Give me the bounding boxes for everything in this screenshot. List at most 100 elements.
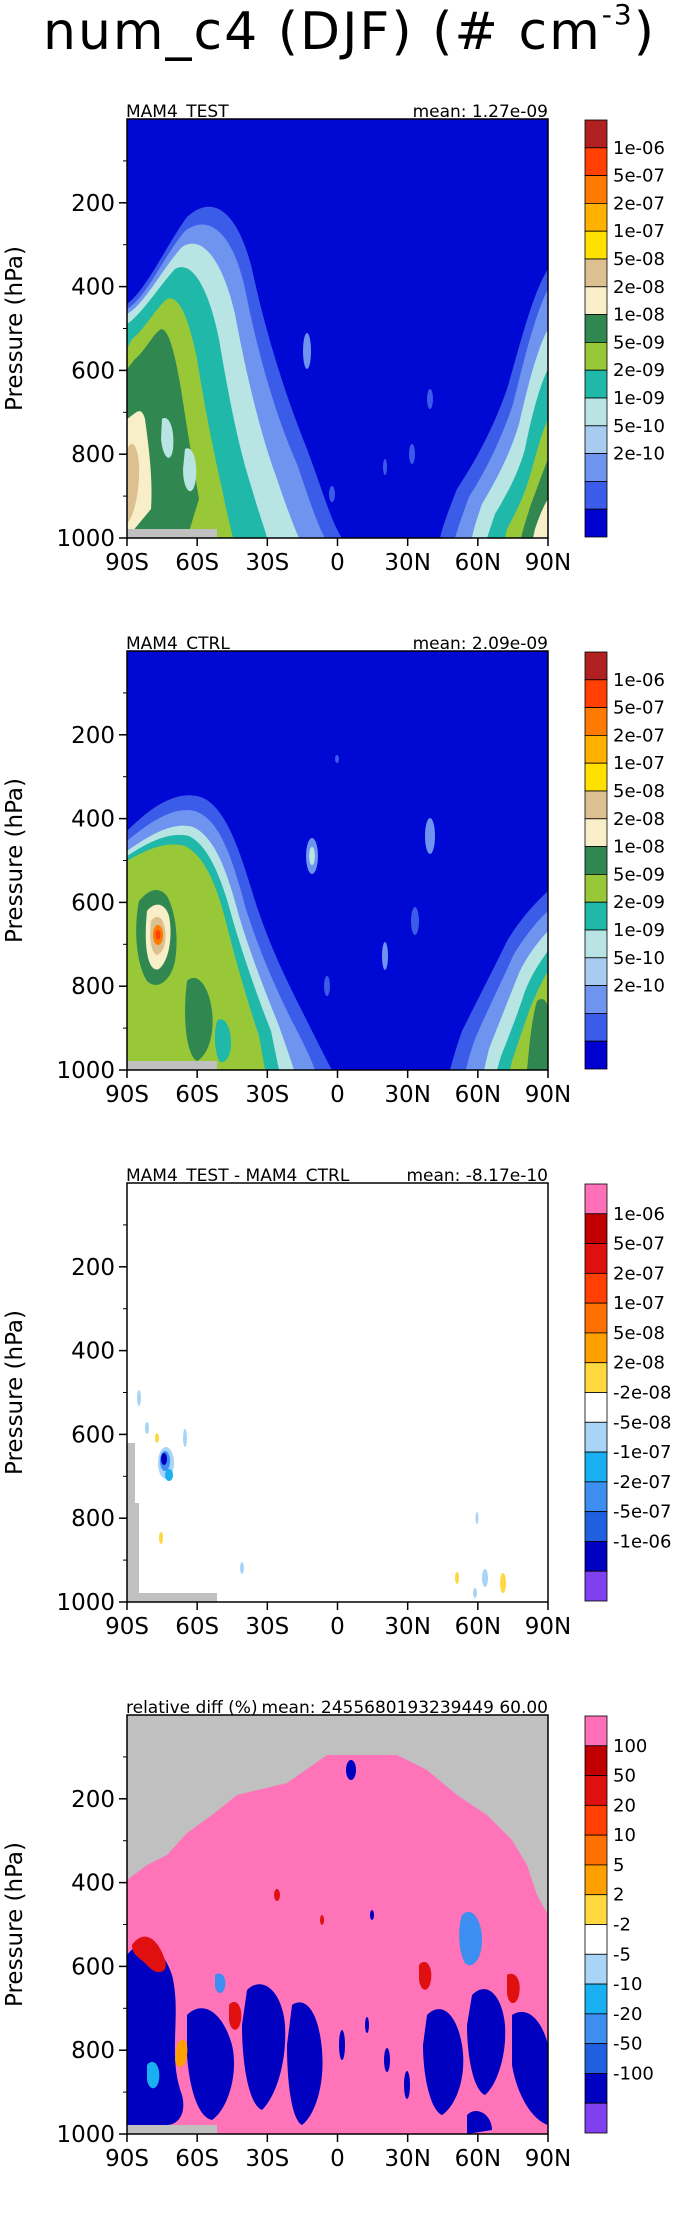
neg-region-3 bbox=[242, 1984, 286, 2110]
sh-layer-8 bbox=[127, 444, 140, 524]
sh-layer-9 bbox=[161, 418, 174, 458]
colorbar-swatch bbox=[584, 1894, 608, 1925]
patch bbox=[382, 942, 388, 970]
sh-layer-10 bbox=[214, 1019, 231, 1063]
y-axis-label: Pressure (hPa) bbox=[2, 778, 28, 943]
panel-title-left: relative diff (%) bbox=[126, 1698, 258, 1718]
colorbar-swatch bbox=[584, 901, 608, 931]
x-tick-label: 0 bbox=[330, 2146, 345, 2172]
x-tick-label: 60S bbox=[175, 550, 219, 576]
small-blob bbox=[370, 1910, 374, 1920]
mixed-band-1 bbox=[132, 1936, 166, 1973]
colorbar-swatch bbox=[584, 369, 608, 399]
colorbar-label: 5e-08 bbox=[613, 781, 665, 802]
x-tick-label: 90N bbox=[525, 1082, 571, 1108]
colorbar-swatch bbox=[584, 2073, 608, 2104]
colorbar-label: 1e-08 bbox=[613, 837, 665, 858]
colorbar-label: 5e-09 bbox=[613, 864, 665, 885]
panel-title-left: MAM4_CTRL bbox=[126, 634, 230, 654]
colorbar-swatch bbox=[584, 1040, 608, 1070]
colorbar-swatch bbox=[584, 679, 608, 708]
colorbar-swatch bbox=[584, 341, 608, 371]
x-tick-label: 30N bbox=[384, 550, 430, 576]
patch bbox=[324, 976, 330, 996]
mixed-band-7 bbox=[215, 1973, 226, 1993]
y-tick-label: 400 bbox=[71, 1871, 115, 1897]
colorbar-swatch bbox=[584, 2013, 608, 2045]
y-tick-label: 400 bbox=[71, 275, 115, 301]
neg-region-9 bbox=[467, 2110, 492, 2134]
colorbar-label: -10 bbox=[613, 1974, 642, 1995]
patch bbox=[329, 486, 335, 502]
colorbar-label: 1e-06 bbox=[613, 670, 665, 691]
colorbar-label: 20 bbox=[613, 1795, 636, 1816]
colorbar-label: 1e-08 bbox=[613, 305, 665, 326]
small-blob bbox=[274, 1889, 280, 1901]
nh-layer-7 bbox=[533, 499, 548, 538]
mixed-band-2 bbox=[175, 2039, 188, 2067]
colorbar-swatch bbox=[584, 230, 608, 260]
colorbar-swatch bbox=[584, 1243, 608, 1274]
colorbar-label: -2e-08 bbox=[613, 1383, 671, 1404]
y-tick-label: 600 bbox=[71, 1954, 115, 1980]
y-tick-label: 800 bbox=[71, 974, 115, 1000]
diff-blob bbox=[240, 1562, 244, 1574]
colorbar-label: -1e-07 bbox=[613, 1442, 671, 1463]
colorbar-swatch bbox=[584, 957, 608, 986]
x-tick-label: 30N bbox=[384, 1614, 430, 1640]
colorbar-label: -100 bbox=[613, 2063, 654, 2084]
colorbar-label: 2e-09 bbox=[613, 892, 665, 913]
colorbar-swatch bbox=[584, 119, 608, 149]
colorbar-swatch bbox=[584, 1392, 608, 1423]
colorbar-swatch bbox=[584, 818, 608, 848]
colorbar-swatch bbox=[584, 1570, 608, 1602]
panel-title-left: MAM4_TEST bbox=[126, 102, 229, 122]
colorbar-swatch bbox=[584, 1183, 608, 1215]
colorbar-label: -2e-07 bbox=[613, 1472, 671, 1493]
patch bbox=[335, 755, 339, 763]
colorbar-swatch bbox=[584, 1834, 608, 1866]
diff-blob bbox=[500, 1573, 506, 1593]
panel-title-right: mean: 1.27e-09 bbox=[413, 102, 548, 122]
colorbar-label: 5e-07 bbox=[613, 698, 665, 719]
y-tick-label: 200 bbox=[71, 1255, 115, 1281]
colorbar-swatch bbox=[584, 1302, 608, 1334]
y-tick-label: 600 bbox=[71, 890, 115, 916]
diff-blob bbox=[145, 1422, 149, 1434]
patch bbox=[294, 435, 300, 459]
colorbar-label: 5e-09 bbox=[613, 332, 665, 353]
x-tick-label: 90S bbox=[105, 550, 149, 576]
colorbar-swatch bbox=[584, 425, 608, 454]
colorbar-swatch bbox=[584, 1924, 608, 1955]
diff-blob bbox=[161, 1453, 167, 1465]
y-tick-label: 1000 bbox=[56, 1058, 115, 1084]
diff-blob bbox=[183, 1429, 187, 1447]
x-tick-label: 0 bbox=[330, 550, 345, 576]
y-axis-label: Pressure (hPa) bbox=[2, 1310, 28, 1475]
x-tick-label: 90S bbox=[105, 2146, 149, 2172]
colorbar-label: 1e-06 bbox=[613, 138, 665, 159]
colorbar-label: 5e-07 bbox=[613, 1234, 665, 1255]
y-tick-label: 1000 bbox=[56, 526, 115, 552]
x-tick-label: 60N bbox=[455, 1082, 501, 1108]
small-blob bbox=[365, 2017, 369, 2033]
colorbar-swatch bbox=[584, 1012, 608, 1042]
x-tick-label: 30N bbox=[384, 1082, 430, 1108]
colorbar-label: -20 bbox=[613, 2004, 642, 2025]
colorbar-swatch bbox=[584, 1332, 608, 1364]
mixed-band-4 bbox=[419, 1961, 432, 1990]
diff-blob bbox=[473, 1588, 477, 1598]
colorbar-label: 10 bbox=[613, 1825, 636, 1846]
colorbar-swatch bbox=[584, 1864, 608, 1896]
y-tick-label: 600 bbox=[71, 358, 115, 384]
colorbar-label: 2e-08 bbox=[613, 809, 665, 830]
y-tick-label: 800 bbox=[71, 1506, 115, 1532]
colorbar-swatch bbox=[584, 2043, 608, 2074]
colorbar-swatch bbox=[584, 651, 608, 681]
colorbar-swatch bbox=[584, 314, 608, 343]
small-blob bbox=[404, 2071, 410, 2099]
y-tick-label: 1000 bbox=[56, 2122, 115, 2148]
x-tick-label: 0 bbox=[330, 1082, 345, 1108]
colorbar-label: 1e-09 bbox=[613, 388, 665, 409]
colorbar-label: 1e-07 bbox=[613, 753, 665, 774]
